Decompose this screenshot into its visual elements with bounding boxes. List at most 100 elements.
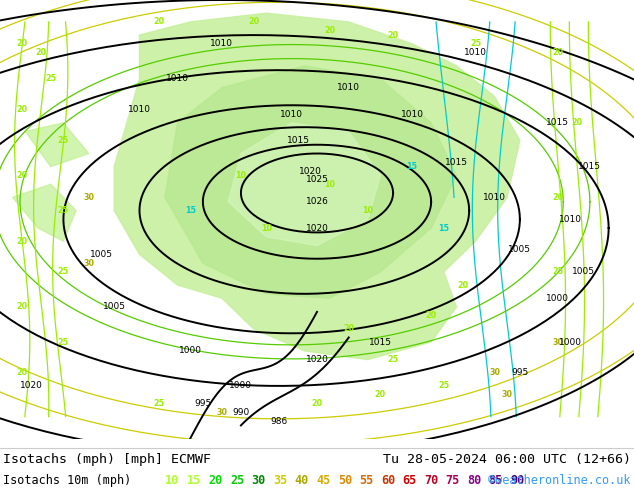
Text: 1000: 1000	[559, 338, 582, 346]
Text: 1015: 1015	[547, 118, 569, 127]
Text: 1020: 1020	[20, 381, 43, 391]
Text: 20: 20	[153, 18, 164, 26]
Text: 995: 995	[511, 368, 529, 377]
Text: 986: 986	[270, 416, 288, 425]
Text: 55: 55	[359, 474, 373, 487]
Text: 1015: 1015	[287, 136, 309, 145]
Text: Isotachs (mph) [mph] ECMWF: Isotachs (mph) [mph] ECMWF	[3, 453, 211, 466]
Text: 25: 25	[470, 39, 481, 49]
Text: 30: 30	[501, 390, 513, 399]
Text: 1015: 1015	[445, 158, 468, 167]
Text: 45: 45	[316, 474, 330, 487]
Text: 30: 30	[489, 368, 500, 377]
Text: 1005: 1005	[90, 250, 113, 259]
Text: 1026: 1026	[306, 197, 328, 206]
Text: 25: 25	[58, 206, 69, 215]
Text: 15: 15	[438, 223, 450, 233]
Text: 990: 990	[232, 408, 250, 416]
Text: 25: 25	[58, 338, 69, 346]
Text: 30: 30	[216, 408, 228, 416]
Text: 20: 20	[457, 281, 469, 290]
Text: 1000: 1000	[230, 381, 252, 391]
Text: 20: 20	[36, 48, 47, 57]
Text: 20: 20	[343, 324, 354, 333]
Polygon shape	[165, 66, 456, 298]
Text: Isotachs 10m (mph): Isotachs 10m (mph)	[3, 474, 131, 487]
Text: 15: 15	[184, 206, 196, 215]
Text: 90: 90	[510, 474, 524, 487]
Text: 10: 10	[324, 180, 335, 189]
Text: 70: 70	[424, 474, 438, 487]
Text: 60: 60	[381, 474, 395, 487]
Text: 1015: 1015	[369, 338, 392, 346]
Text: 25: 25	[58, 136, 69, 145]
Polygon shape	[13, 184, 76, 241]
Text: 20: 20	[16, 237, 28, 245]
Text: 10: 10	[362, 206, 373, 215]
Text: 30: 30	[83, 259, 94, 268]
Text: 20: 20	[552, 193, 564, 202]
Text: 1015: 1015	[578, 162, 601, 171]
Text: 20: 20	[387, 30, 399, 40]
Text: 25: 25	[387, 355, 399, 364]
Text: 25: 25	[45, 74, 56, 83]
Text: 20: 20	[16, 302, 28, 312]
Text: 20: 20	[209, 474, 223, 487]
Text: 1025: 1025	[306, 175, 328, 184]
Text: 25: 25	[438, 381, 450, 391]
Text: 20: 20	[571, 118, 583, 127]
Text: 65: 65	[403, 474, 417, 487]
Text: 20: 20	[425, 311, 437, 320]
Text: 1010: 1010	[559, 215, 582, 224]
Text: 20: 20	[16, 171, 28, 180]
Text: 15: 15	[406, 162, 418, 171]
Text: 40: 40	[295, 474, 309, 487]
Text: 1010: 1010	[401, 110, 424, 119]
Text: 1005: 1005	[572, 268, 595, 276]
Text: 10: 10	[165, 474, 179, 487]
Text: 20: 20	[324, 26, 335, 35]
Polygon shape	[114, 13, 520, 360]
Text: 1000: 1000	[547, 294, 569, 303]
Text: 25: 25	[230, 474, 244, 487]
Text: 85: 85	[489, 474, 503, 487]
Text: 15: 15	[187, 474, 201, 487]
Text: 25: 25	[58, 268, 69, 276]
Text: 25: 25	[153, 399, 164, 408]
Text: 20: 20	[311, 399, 323, 408]
Text: 35: 35	[273, 474, 287, 487]
Text: 1010: 1010	[128, 105, 151, 114]
Text: 1005: 1005	[508, 245, 531, 254]
Text: 20: 20	[552, 48, 564, 57]
Text: 1005: 1005	[103, 302, 126, 312]
Text: 1020: 1020	[299, 167, 322, 175]
Text: 1010: 1010	[166, 74, 189, 83]
Text: 995: 995	[194, 399, 212, 408]
Text: 1000: 1000	[179, 346, 202, 355]
Text: 25: 25	[552, 268, 564, 276]
Text: Tu 28-05-2024 06:00 UTC (12+66): Tu 28-05-2024 06:00 UTC (12+66)	[383, 453, 631, 466]
Polygon shape	[25, 123, 89, 167]
Text: 30: 30	[552, 338, 564, 346]
Text: 20: 20	[16, 39, 28, 49]
Text: 10: 10	[235, 171, 247, 180]
Text: 20: 20	[16, 105, 28, 114]
Text: 1010: 1010	[464, 48, 487, 57]
Text: ©weatheronline.co.uk: ©weatheronline.co.uk	[488, 474, 631, 487]
Text: 1010: 1010	[280, 110, 303, 119]
Text: 75: 75	[446, 474, 460, 487]
Text: 20: 20	[248, 18, 259, 26]
Text: 10: 10	[261, 223, 272, 233]
Text: 30: 30	[83, 193, 94, 202]
Text: 30: 30	[252, 474, 266, 487]
Text: 20: 20	[16, 368, 28, 377]
Text: 1020: 1020	[306, 355, 328, 364]
Text: 80: 80	[467, 474, 481, 487]
Text: 1010: 1010	[210, 39, 233, 49]
Polygon shape	[228, 123, 380, 245]
Text: 1010: 1010	[337, 83, 360, 92]
Text: 50: 50	[338, 474, 352, 487]
Text: 1010: 1010	[483, 193, 506, 202]
Text: 20: 20	[375, 390, 386, 399]
Text: 1020: 1020	[306, 223, 328, 233]
